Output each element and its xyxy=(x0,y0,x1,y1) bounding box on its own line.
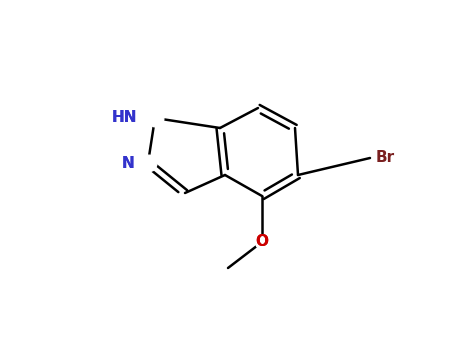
Text: Br: Br xyxy=(376,150,395,166)
Text: O: O xyxy=(256,234,268,250)
Text: HN: HN xyxy=(111,111,137,126)
Text: N: N xyxy=(121,155,134,170)
Text: O: O xyxy=(256,234,268,250)
Text: HN: HN xyxy=(111,111,137,126)
Text: N: N xyxy=(121,155,134,170)
